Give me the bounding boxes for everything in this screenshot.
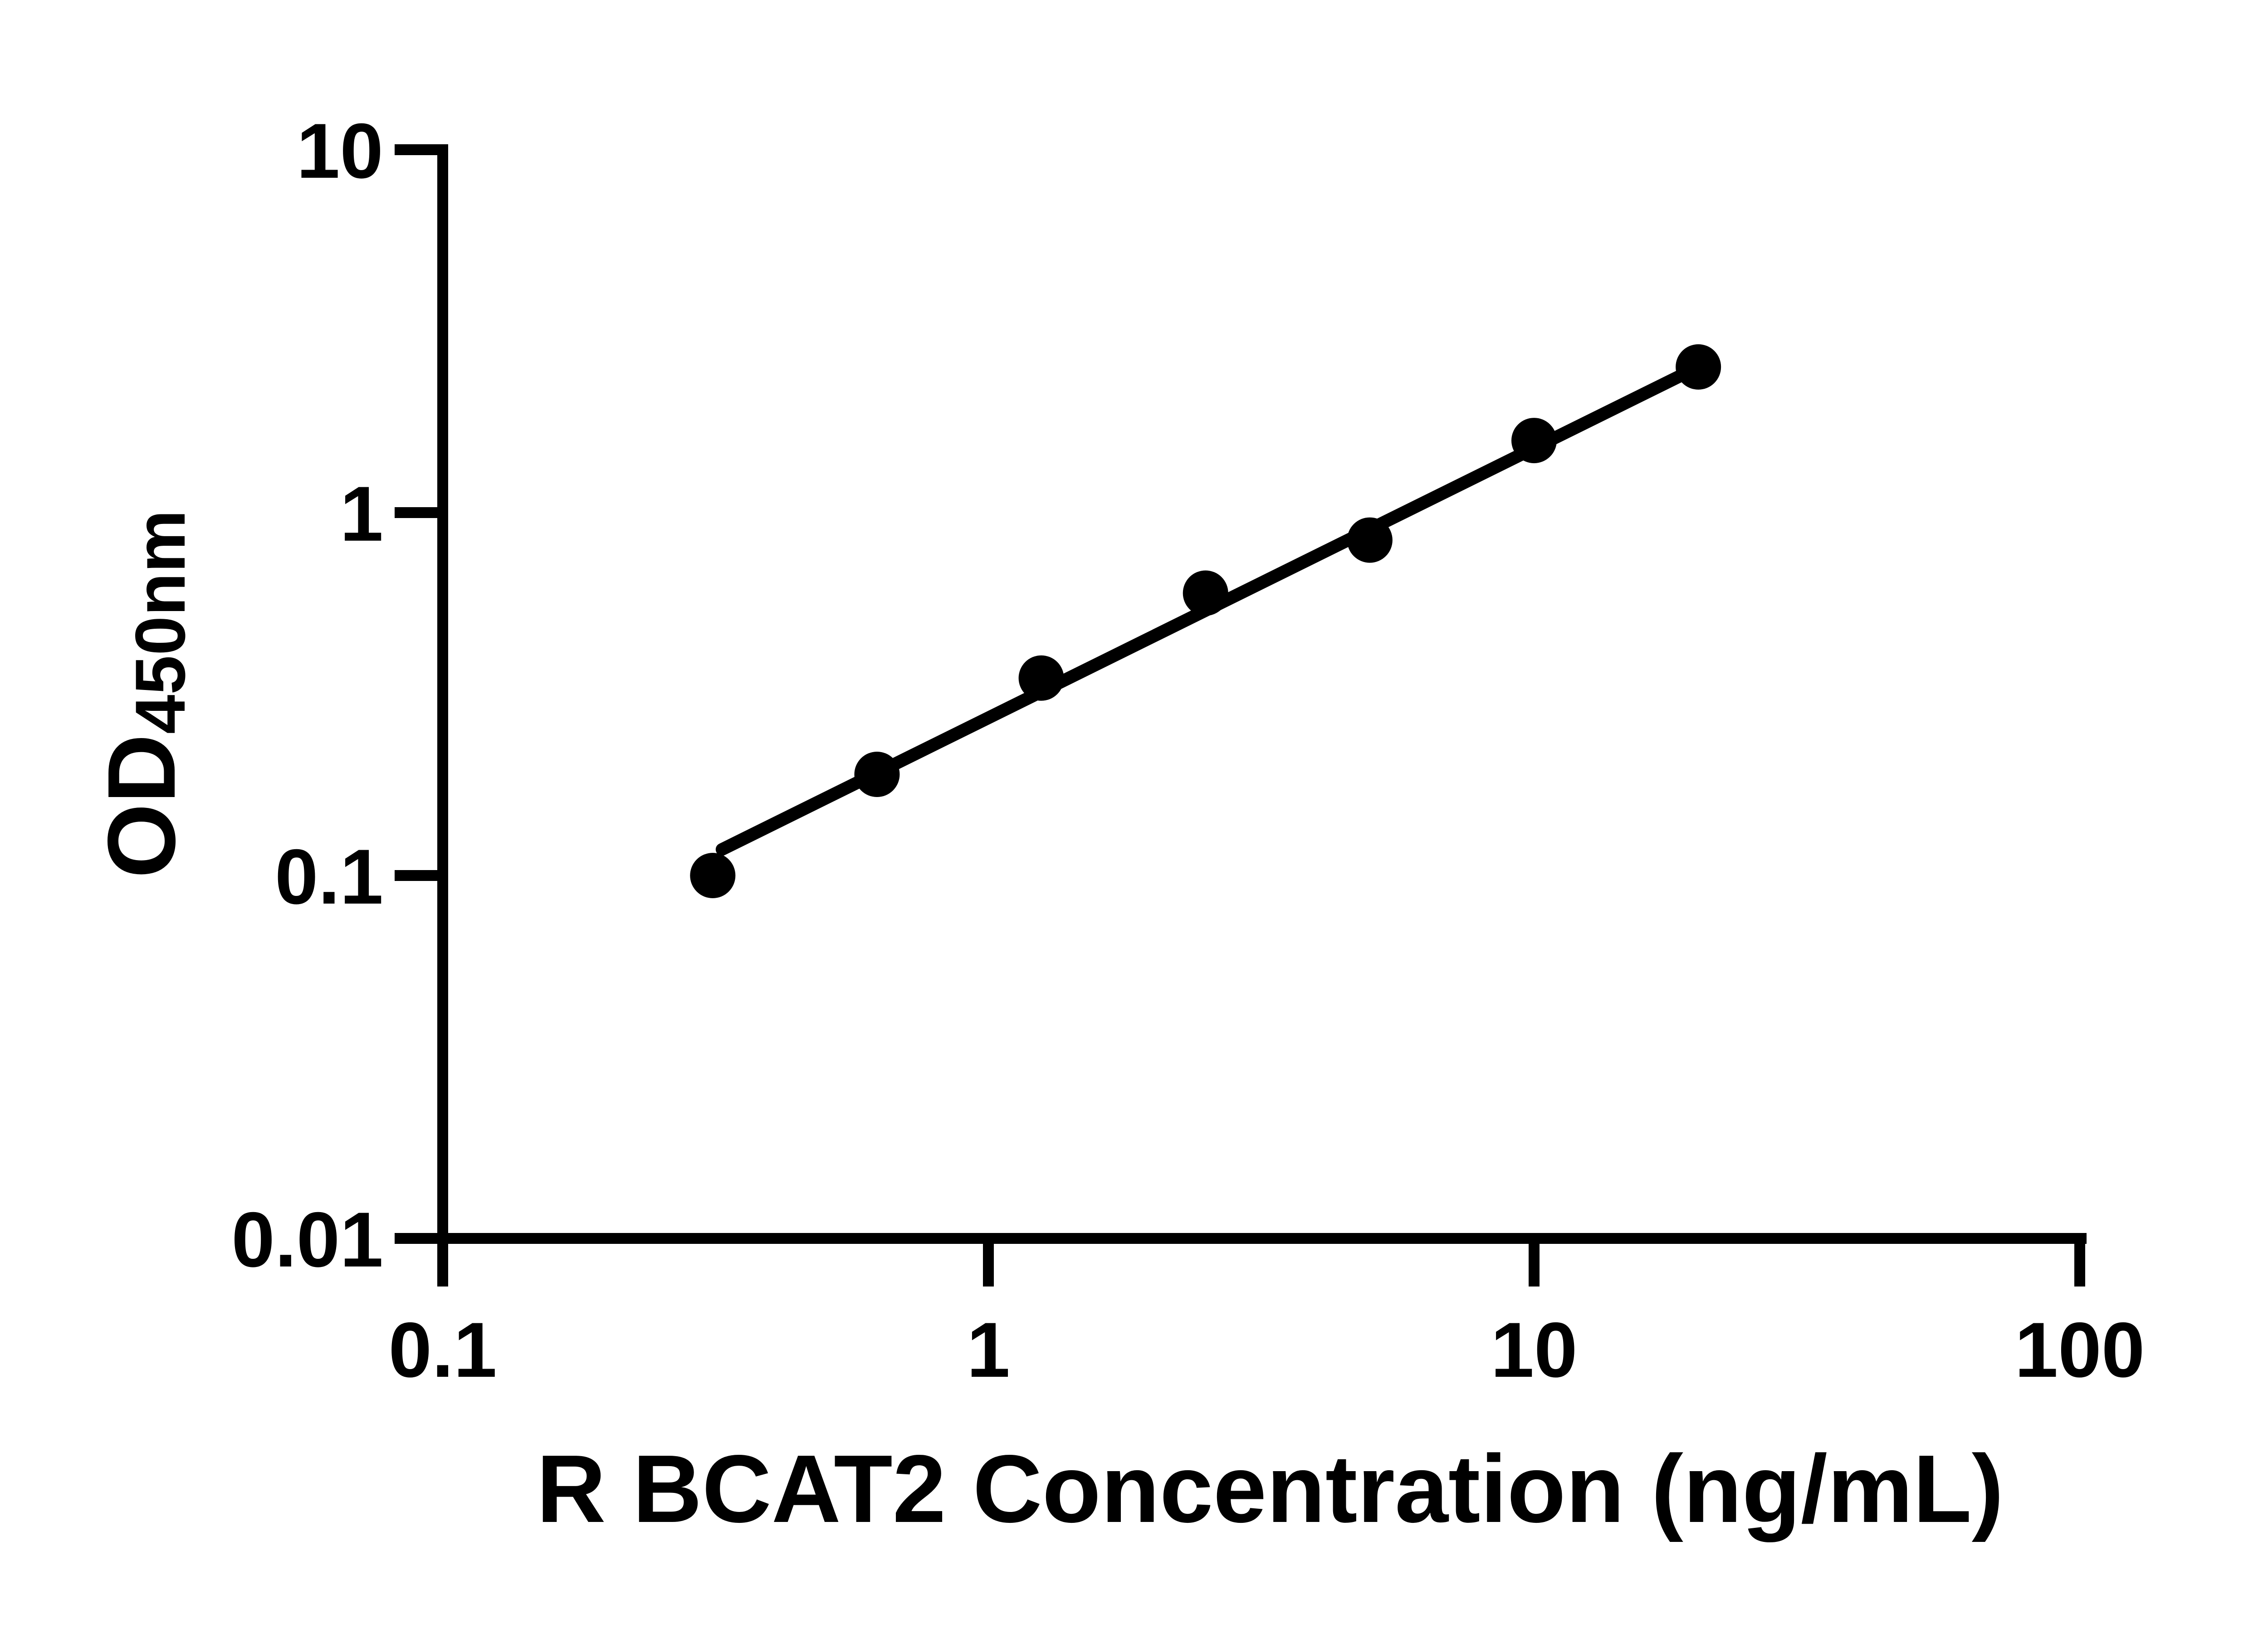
y-axis-title-sub: 450nm xyxy=(121,510,200,734)
x-axis-ticks: 0.1 1 10 100 xyxy=(388,1233,2145,1394)
y-tick xyxy=(395,870,448,881)
x-axis-title: R BCAT2 Concentration (ng/mL) xyxy=(537,1435,2004,1542)
data-point xyxy=(1511,418,1557,464)
x-axis-line xyxy=(437,1233,2087,1244)
x-tick xyxy=(2074,1233,2085,1287)
x-tick-label: 0.1 xyxy=(388,1306,497,1394)
x-tick-label: 1 xyxy=(967,1306,1010,1394)
x-tick xyxy=(1529,1233,1540,1287)
data-point xyxy=(1347,517,1393,563)
y-tick xyxy=(395,507,448,518)
y-axis-line xyxy=(437,144,448,1244)
y-tick-label: 10 xyxy=(297,108,383,195)
y-axis-ticks: 0.01 0.1 1 10 xyxy=(231,108,448,1283)
data-point xyxy=(690,853,736,898)
data-point xyxy=(1018,655,1064,701)
y-tick-label: 0.01 xyxy=(231,1196,383,1283)
y-axis-title: OD450nm xyxy=(88,510,200,878)
data-point xyxy=(1676,344,1721,390)
y-tick xyxy=(395,144,448,155)
x-tick-label: 100 xyxy=(2015,1306,2145,1394)
data-point xyxy=(854,751,900,797)
y-tick-label: 1 xyxy=(340,470,383,558)
x-tick xyxy=(437,1233,448,1287)
x-tick xyxy=(983,1233,994,1287)
data-point xyxy=(1183,570,1228,616)
y-axis-title-main: OD xyxy=(88,734,195,878)
y-tick-label: 0.1 xyxy=(275,833,383,920)
x-tick-label: 10 xyxy=(1491,1306,1577,1394)
data-points-group xyxy=(690,344,1721,898)
